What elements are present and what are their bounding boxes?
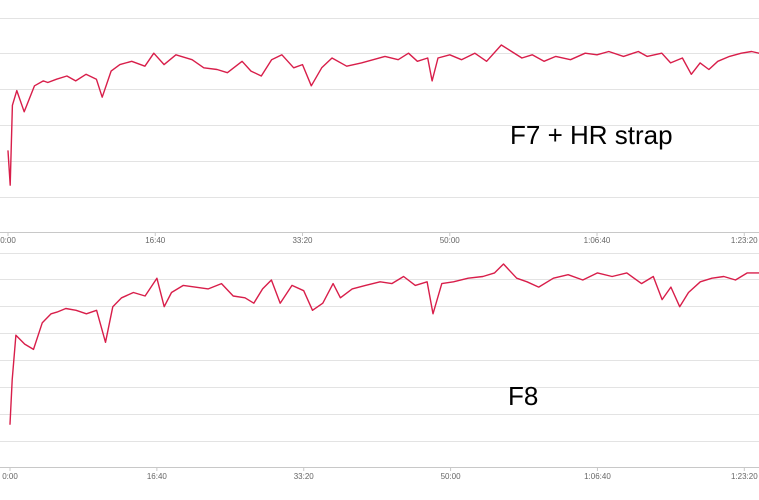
x-tick-label: 1:06:40 [584,472,611,481]
series-line [9,263,759,425]
x-tick-label: 1:23:20 [731,472,758,481]
x-tick-label: 33:20 [292,236,313,245]
x-tick-label: 16:40 [147,472,168,481]
x-tick-label: 50:00 [441,472,462,481]
x-tick-label: 1:06:40 [584,236,611,245]
chart-panel-2: 0:00 16:40 33:20 50:00 1:06:40 1:23:20 F8 [0,253,759,481]
series-line [7,44,759,186]
chart-annotation: F8 [508,381,538,411]
chart-panel-1: 0:00 16:40 33:20 50:00 1:06:40 1:23:20 F7 + HR… [0,18,759,245]
x-tick-label: 1:23:20 [731,236,758,245]
x-tick-label: 0:00 [0,236,16,245]
x-tick-label: 0:00 [2,472,18,481]
x-tick-label: 16:40 [145,236,166,245]
x-tick-label: 33:20 [294,472,315,481]
x-tick-label: 50:00 [440,236,461,245]
chart-annotation: F7 + HR strap [510,120,673,150]
